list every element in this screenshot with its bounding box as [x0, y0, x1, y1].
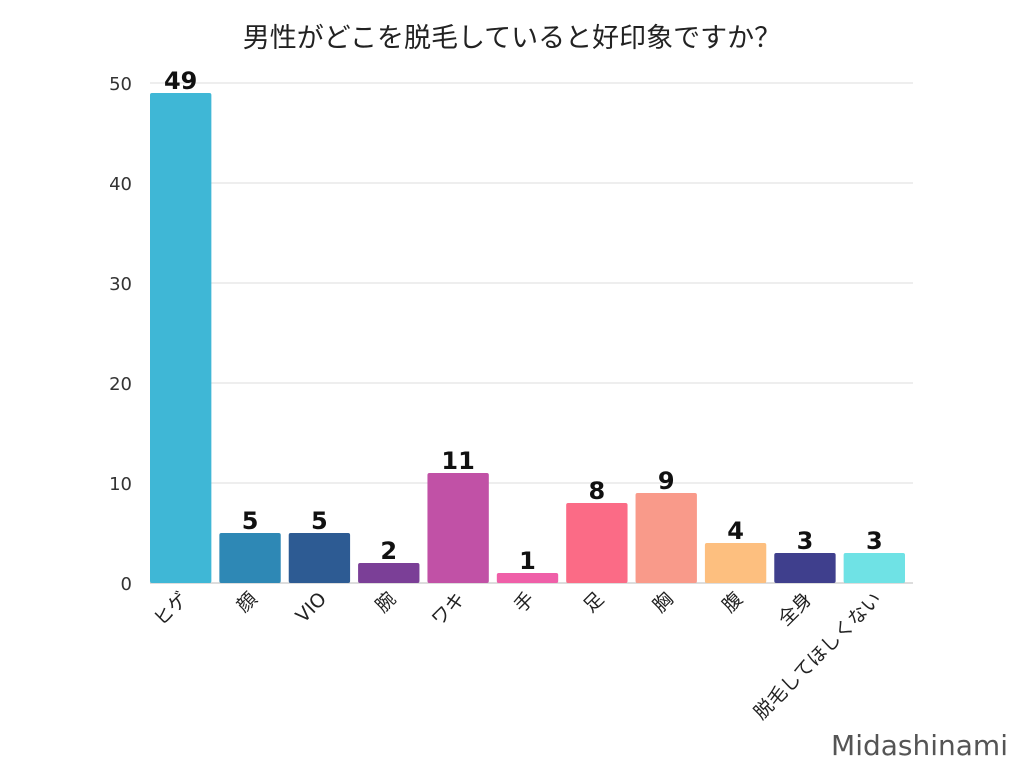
bar — [843, 553, 905, 583]
bar — [358, 563, 420, 583]
chart-title: 男性がどこを脱毛していると好印象ですか？ — [242, 23, 782, 54]
x-tick-label: 足 — [579, 588, 608, 617]
x-tick-label: VIO — [292, 588, 331, 627]
y-tick-label: 0 — [121, 574, 132, 595]
bar — [150, 93, 212, 583]
watermark: Midashinami — [831, 729, 1008, 762]
data-label: 3 — [866, 527, 883, 555]
x-tick-label: 脱毛してほしくない — [750, 588, 886, 724]
x-tick-label: 顔 — [233, 588, 262, 617]
y-tick-label: 20 — [109, 374, 132, 395]
y-tick-label: 10 — [109, 474, 132, 495]
x-tick-label: 腹 — [718, 588, 747, 617]
bar — [427, 473, 489, 583]
y-tick-label: 50 — [109, 74, 132, 95]
bar — [704, 543, 767, 583]
data-label: 11 — [441, 447, 474, 475]
data-label: 49 — [164, 67, 197, 95]
data-label: 9 — [658, 467, 675, 495]
bar — [496, 573, 559, 583]
data-label: 1 — [519, 547, 536, 575]
x-tick-label: 腕 — [371, 588, 400, 617]
data-label: 3 — [797, 527, 814, 555]
x-tick-label: ワキ — [427, 588, 469, 630]
bar — [219, 533, 281, 583]
y-tick-label: 30 — [109, 274, 132, 295]
data-label: 5 — [242, 507, 259, 535]
y-tick-label: 40 — [109, 174, 132, 195]
x-tick-label: 手 — [510, 588, 539, 617]
bar — [288, 533, 351, 583]
bar — [566, 503, 628, 583]
bar — [774, 553, 836, 583]
bar — [635, 493, 697, 583]
x-tick-label: ヒゲ — [150, 588, 192, 630]
data-label: 4 — [727, 517, 744, 545]
x-tick-label: 胸 — [649, 588, 678, 617]
x-tick-label: 全身 — [774, 588, 816, 630]
data-label: 8 — [589, 477, 606, 505]
data-label: 5 — [311, 507, 328, 535]
data-label: 2 — [380, 537, 397, 565]
